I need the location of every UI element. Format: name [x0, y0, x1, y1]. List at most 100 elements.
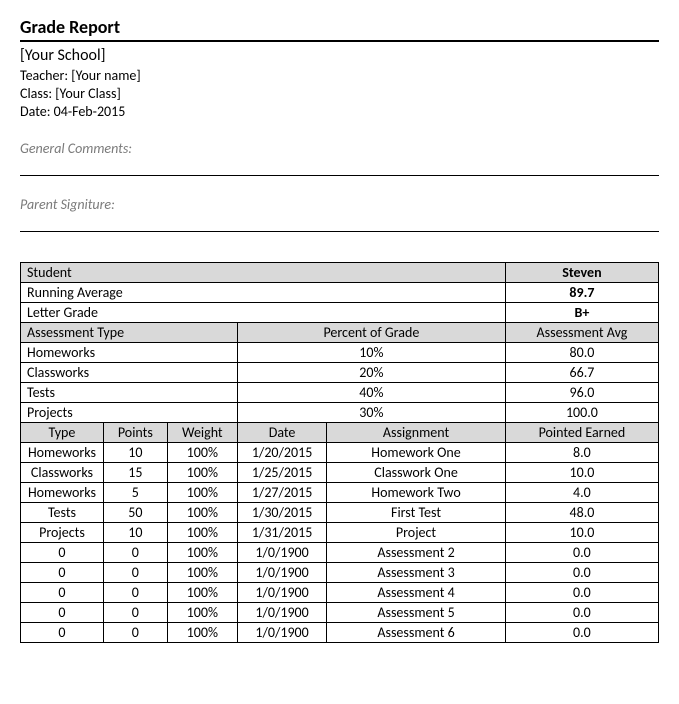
date-value: 04-Feb-2015: [54, 103, 126, 120]
comments-label: General Comments:: [20, 140, 659, 157]
detail-type: Classworks: [21, 463, 104, 483]
detail-assignment: Homework Two: [327, 483, 506, 503]
summary-percent: 30%: [237, 403, 505, 423]
detail-row: Homeworks5100%1/27/2015Homework Two4.0: [21, 483, 659, 503]
detail-row: 00100%1/0/1900Assessment 40.0: [21, 583, 659, 603]
teacher-line: Teacher: [Your name]: [20, 67, 659, 84]
detail-type: 0: [21, 603, 104, 623]
detail-earned: 0.0: [505, 623, 658, 643]
detail-earned: 48.0: [505, 503, 658, 523]
detail-points: 0: [103, 623, 167, 643]
detail-weight: 100%: [167, 623, 237, 643]
detail-type: 0: [21, 623, 104, 643]
detail-date: 1/0/1900: [237, 563, 326, 583]
detail-earned: 10.0: [505, 523, 658, 543]
detail-points: 50: [103, 503, 167, 523]
summary-avg: 66.7: [505, 363, 658, 383]
summary-percent: 20%: [237, 363, 505, 383]
detail-points: 10: [103, 523, 167, 543]
detail-earned: 8.0: [505, 443, 658, 463]
detail-row: Classworks15100%1/25/2015Classwork One10…: [21, 463, 659, 483]
student-name: Steven: [505, 263, 658, 283]
detail-assignment-header: Assignment: [327, 423, 506, 443]
student-label: Student: [21, 263, 506, 283]
summary-row: Homeworks10%80.0: [21, 343, 659, 363]
detail-earned-header: Pointed Earned: [505, 423, 658, 443]
summary-percent: 10%: [237, 343, 505, 363]
detail-assignment: Classwork One: [327, 463, 506, 483]
detail-row: 00100%1/0/1900Assessment 60.0: [21, 623, 659, 643]
detail-assignment: Assessment 6: [327, 623, 506, 643]
date-line: Date: 04-Feb-2015: [20, 103, 659, 120]
summary-type: Homeworks: [21, 343, 238, 363]
percent-label: Percent of Grade: [237, 323, 505, 343]
detail-type: Tests: [21, 503, 104, 523]
letter-grade-label: Letter Grade: [21, 303, 506, 323]
detail-weight: 100%: [167, 523, 237, 543]
detail-type: Homeworks: [21, 483, 104, 503]
detail-earned: 10.0: [505, 463, 658, 483]
assessment-header-row: Assessment Type Percent of Grade Assessm…: [21, 323, 659, 343]
teacher-label: Teacher:: [20, 67, 68, 84]
detail-header-row: Type Points Weight Date Assignment Point…: [21, 423, 659, 443]
detail-date-header: Date: [237, 423, 326, 443]
detail-assignment: Assessment 4: [327, 583, 506, 603]
teacher-value: [Your name]: [71, 67, 140, 84]
detail-type: Homeworks: [21, 443, 104, 463]
detail-weight: 100%: [167, 563, 237, 583]
detail-assignment: Project: [327, 523, 506, 543]
detail-points: 0: [103, 603, 167, 623]
class-label: Class:: [20, 85, 52, 102]
detail-row: 00100%1/0/1900Assessment 50.0: [21, 603, 659, 623]
grade-table: Student Steven Running Average 89.7 Lett…: [20, 262, 659, 643]
letter-grade-row: Letter Grade B+: [21, 303, 659, 323]
detail-weight: 100%: [167, 583, 237, 603]
detail-assignment: First Test: [327, 503, 506, 523]
detail-weight-header: Weight: [167, 423, 237, 443]
detail-assignment: Homework One: [327, 443, 506, 463]
detail-weight: 100%: [167, 483, 237, 503]
running-avg-row: Running Average 89.7: [21, 283, 659, 303]
assessment-type-label: Assessment Type: [21, 323, 238, 343]
detail-date: 1/0/1900: [237, 583, 326, 603]
detail-earned: 0.0: [505, 583, 658, 603]
summary-avg: 100.0: [505, 403, 658, 423]
summary-type: Projects: [21, 403, 238, 423]
summary-type: Classworks: [21, 363, 238, 383]
detail-weight: 100%: [167, 543, 237, 563]
detail-date: 1/0/1900: [237, 623, 326, 643]
detail-points-header: Points: [103, 423, 167, 443]
detail-date: 1/31/2015: [237, 523, 326, 543]
detail-weight: 100%: [167, 463, 237, 483]
detail-points: 0: [103, 543, 167, 563]
detail-type: Projects: [21, 523, 104, 543]
detail-assignment: Assessment 5: [327, 603, 506, 623]
detail-earned: 4.0: [505, 483, 658, 503]
summary-type: Tests: [21, 383, 238, 403]
detail-earned: 0.0: [505, 543, 658, 563]
title-divider: [20, 40, 659, 42]
detail-date: 1/0/1900: [237, 543, 326, 563]
comments-divider: [20, 175, 659, 176]
summary-percent: 40%: [237, 383, 505, 403]
detail-type-header: Type: [21, 423, 104, 443]
detail-type: 0: [21, 583, 104, 603]
detail-row: 00100%1/0/1900Assessment 20.0: [21, 543, 659, 563]
signature-divider: [20, 231, 659, 232]
summary-row: Classworks20%66.7: [21, 363, 659, 383]
detail-weight: 100%: [167, 503, 237, 523]
class-value: [Your Class]: [55, 85, 120, 102]
signature-label: Parent Signiture:: [20, 196, 659, 213]
detail-earned: 0.0: [505, 603, 658, 623]
running-avg-value: 89.7: [505, 283, 658, 303]
detail-date: 1/25/2015: [237, 463, 326, 483]
detail-points: 10: [103, 443, 167, 463]
detail-weight: 100%: [167, 443, 237, 463]
detail-points: 0: [103, 563, 167, 583]
detail-earned: 0.0: [505, 563, 658, 583]
detail-weight: 100%: [167, 603, 237, 623]
detail-row: Projects10100%1/31/2015Project10.0: [21, 523, 659, 543]
detail-row: 00100%1/0/1900Assessment 30.0: [21, 563, 659, 583]
detail-points: 15: [103, 463, 167, 483]
avg-label: Assessment Avg: [505, 323, 658, 343]
